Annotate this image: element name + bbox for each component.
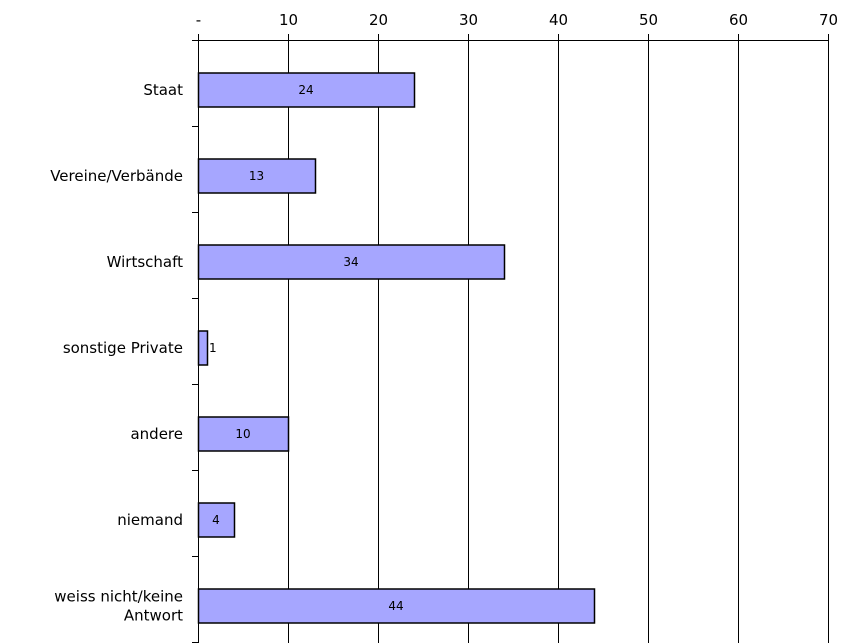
bar-5 bbox=[197, 502, 236, 538]
data-label-6: 44 bbox=[388, 599, 403, 613]
bars bbox=[197, 72, 596, 624]
data-label-5: 4 bbox=[212, 513, 220, 527]
x-tick-label-30: 30 bbox=[459, 11, 478, 29]
data-label-3: 1 bbox=[209, 341, 217, 355]
category-label-6-line-0: weiss nicht/keine bbox=[54, 588, 183, 606]
bar-3 bbox=[197, 330, 209, 366]
data-label-4: 10 bbox=[235, 427, 250, 441]
data-label-2: 34 bbox=[343, 255, 358, 269]
bar-0 bbox=[197, 72, 416, 108]
grid-lines bbox=[288, 40, 829, 643]
x-tick-label-50: 50 bbox=[639, 11, 658, 29]
bar-6 bbox=[197, 588, 596, 624]
x-tick-label-0: - bbox=[196, 11, 201, 29]
x-tick-label-60: 60 bbox=[729, 11, 748, 29]
axes bbox=[192, 34, 829, 643]
category-label-0: Staat bbox=[143, 81, 183, 99]
labels: - 10 20 30 40 50 60 70 24 Staat 13 Vereine/Verbände… bbox=[50, 11, 838, 625]
data-label-0: 24 bbox=[298, 83, 313, 97]
category-label-2: Wirtschaft bbox=[107, 253, 183, 271]
data-label-1: 13 bbox=[249, 169, 264, 183]
x-tick-label-10: 10 bbox=[279, 11, 298, 29]
category-label-5: niemand bbox=[117, 511, 183, 529]
category-label-4: andere bbox=[130, 425, 183, 443]
bar-1 bbox=[197, 158, 317, 194]
category-label-6-line-1: Antwort bbox=[124, 607, 183, 625]
bar-4 bbox=[197, 416, 290, 452]
category-label-1: Vereine/Verbände bbox=[50, 167, 183, 185]
x-tick-label-70: 70 bbox=[819, 11, 838, 29]
x-tick-label-40: 40 bbox=[549, 11, 568, 29]
x-tick-label-20: 20 bbox=[369, 11, 388, 29]
category-label-3: sonstige Private bbox=[63, 339, 183, 357]
bar-2 bbox=[197, 244, 506, 280]
